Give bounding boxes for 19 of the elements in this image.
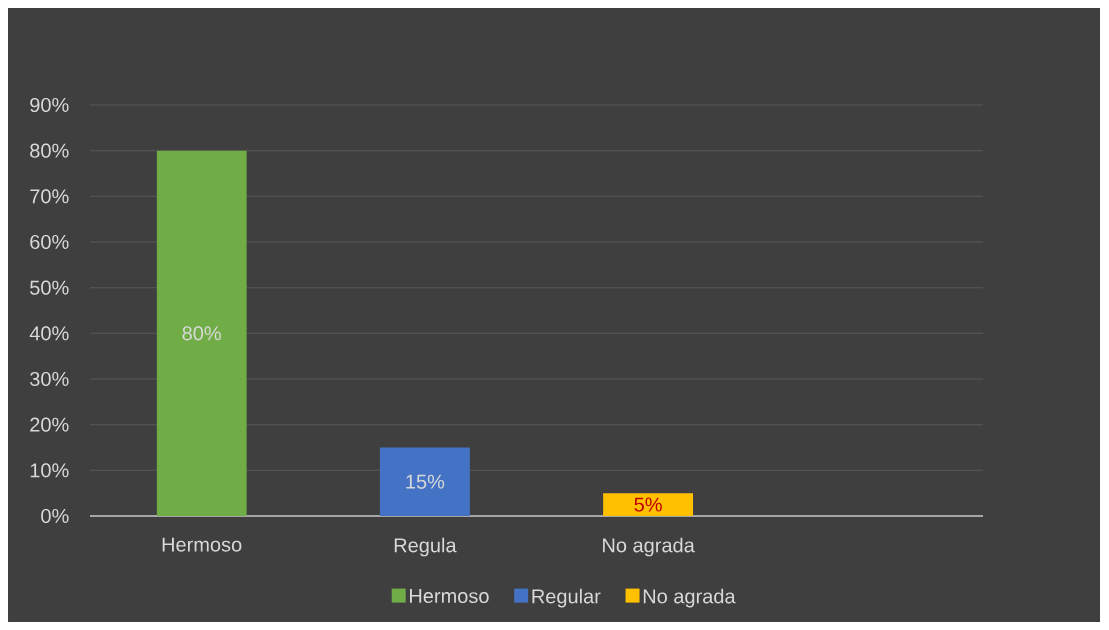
data-label: 15%	[406, 474, 445, 489]
y-tick-label: 80%	[30, 143, 69, 158]
x-tick-label: Regula	[394, 537, 457, 557]
y-tick-label: 30%	[30, 371, 69, 387]
y-tick-label: 70%	[30, 189, 69, 204]
y-tick-label: 0%	[41, 508, 69, 524]
x-tick-label: No agrada	[603, 537, 695, 557]
legend-label: Hermoso	[410, 589, 489, 604]
y-tick-label: 20%	[30, 417, 69, 432]
y-tick-label: 60%	[30, 234, 69, 250]
y-tick-label: 50%	[30, 280, 69, 295]
legend-label: No agrada	[643, 588, 736, 608]
y-tick-label: 90%	[30, 97, 69, 113]
y-tick-label: 40%	[29, 326, 69, 341]
data-label: 5%	[634, 497, 662, 512]
data-label: 80%	[182, 326, 221, 341]
legend-label: Regular	[532, 588, 601, 608]
y-tick-label: 10%	[30, 463, 69, 478]
x-tick-label: Hermoso	[162, 537, 242, 552]
